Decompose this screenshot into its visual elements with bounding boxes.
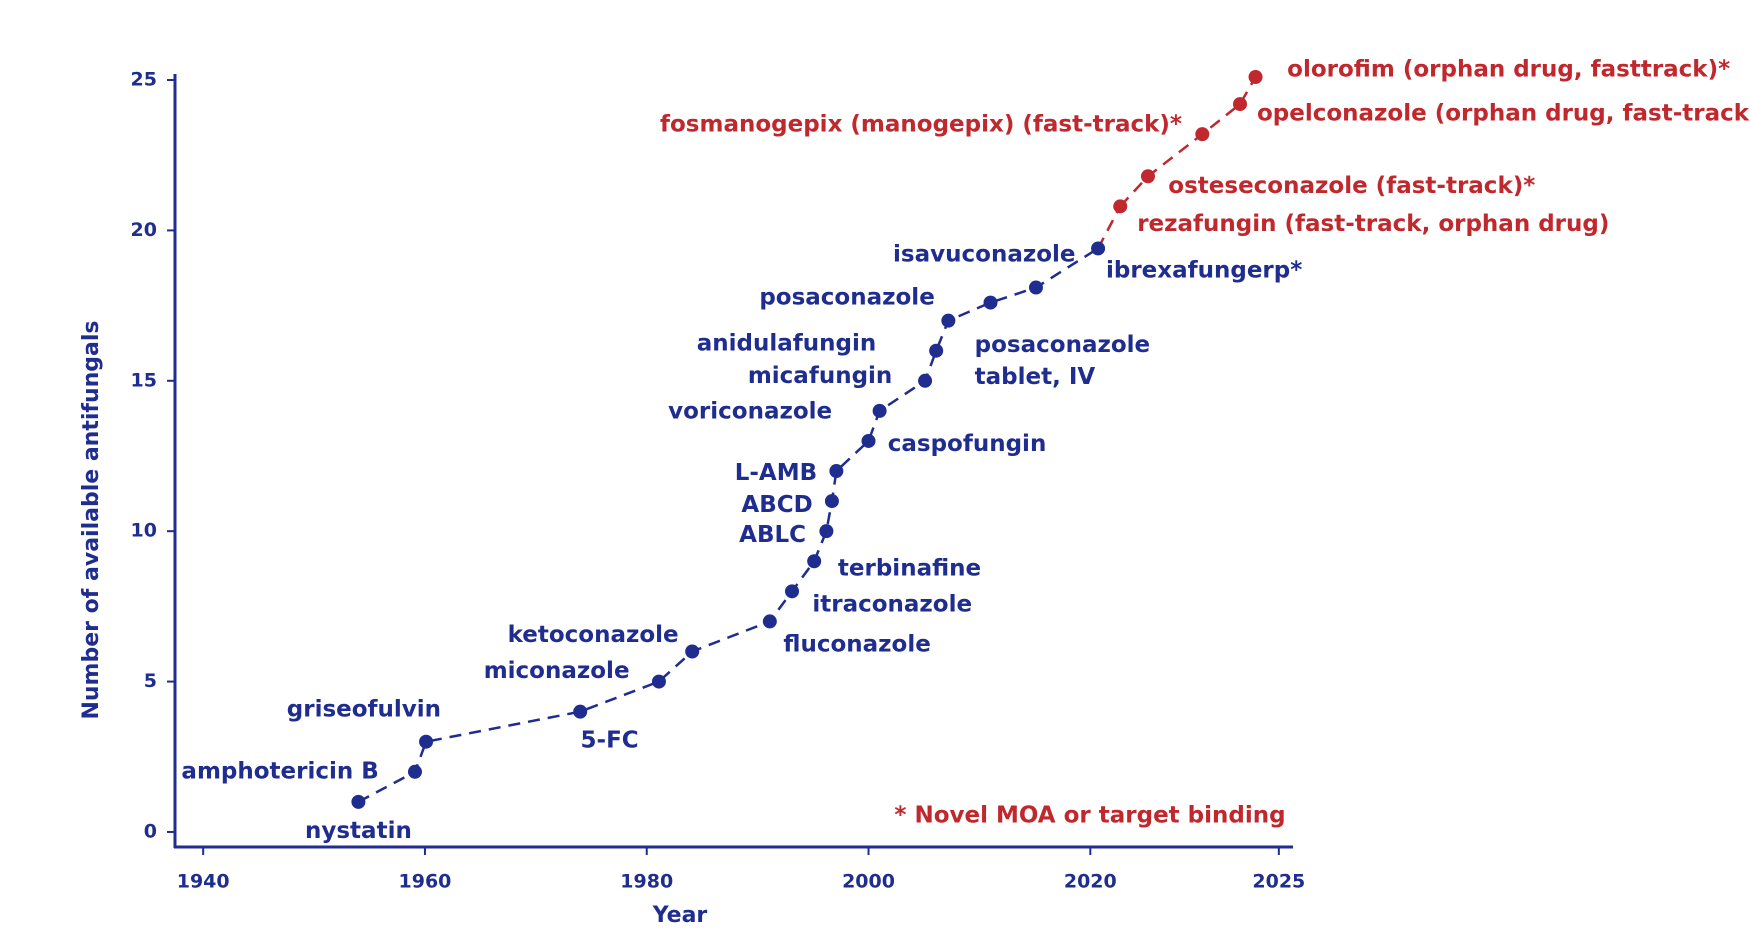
x-tick-label: 2000 [842, 871, 895, 893]
data-point [807, 554, 822, 569]
data-point [762, 614, 777, 629]
point-label: fosmanogepix (manogepix) (fast-track)* [660, 112, 1182, 138]
data-point [941, 313, 956, 328]
data-point [573, 704, 588, 719]
y-tick-label: 15 [131, 369, 157, 391]
point-label: osteseconazole (fast-track)* [1168, 173, 1535, 199]
data-point [918, 373, 933, 388]
data-point [351, 794, 366, 809]
data-point [819, 524, 834, 539]
y-tick-label: 10 [131, 520, 157, 542]
y-tick-label: 20 [131, 219, 157, 241]
point-label: posaconazole [975, 332, 1150, 358]
data-point [1091, 241, 1106, 256]
y-tick-label: 5 [144, 670, 157, 692]
data-point [1140, 169, 1155, 184]
point-label: griseofulvin [287, 697, 441, 723]
data-point [651, 674, 666, 689]
x-tick-label: 1980 [620, 871, 673, 893]
series-connector [1096, 205, 1122, 250]
x-axis-title: Year [652, 903, 708, 928]
point-label: ibrexafungerp* [1106, 258, 1302, 284]
point-label: L-AMB [735, 460, 817, 486]
point-label: fluconazole [783, 632, 930, 658]
point-label: nystatin [305, 818, 412, 844]
point-label: voriconazole [668, 399, 832, 425]
x-tick-label: 1940 [177, 871, 230, 893]
point-label: olorofim (orphan drug, fasttrack)* [1287, 57, 1730, 83]
point-label: terbinafine [838, 556, 981, 582]
data-point [1028, 280, 1043, 295]
data-point [785, 584, 800, 599]
data-point [1248, 70, 1263, 85]
data-point [829, 464, 844, 479]
annotation: * Novel MOA or target binding [894, 803, 1285, 829]
y-tick-label: 0 [144, 820, 157, 842]
point-label: caspofungin [888, 431, 1047, 457]
x-tick-label: 2020 [1064, 871, 1117, 893]
data-point [419, 734, 434, 749]
point-label: anidulafungin [697, 330, 877, 356]
data-point [1233, 97, 1248, 112]
data-point [685, 644, 700, 659]
point-label: amphotericin B [181, 758, 378, 784]
data-point [1195, 127, 1210, 142]
point-label: ABCD [741, 492, 812, 518]
point-label: micafungin [748, 363, 892, 389]
data-point [983, 295, 998, 310]
data-point [1113, 199, 1128, 214]
data-point [861, 433, 876, 448]
point-label: itraconazole [812, 591, 972, 617]
point-label: rezafungin (fast-track, orphan drug) [1137, 211, 1609, 237]
point-label: ABLC [739, 522, 806, 548]
x-tick-label: 2025 [1252, 871, 1305, 893]
data-point [872, 403, 887, 418]
data-point [407, 764, 422, 779]
data-point [824, 494, 839, 509]
point-label: miconazole [484, 658, 630, 684]
point-label: posaconazole [759, 285, 934, 311]
data-point [929, 343, 944, 358]
point-label: opelconazole (orphan drug, fast-track) [1257, 101, 1750, 127]
point-label: ketoconazole [508, 622, 679, 648]
y-axis-title: Number of available antifungals [79, 320, 104, 719]
point-label: isavuconazole [893, 241, 1075, 267]
x-tick-label: 1960 [399, 871, 452, 893]
point-label: tablet, IV [975, 364, 1096, 390]
point-label: 5-FC [581, 728, 639, 754]
y-tick-label: 25 [131, 69, 157, 91]
